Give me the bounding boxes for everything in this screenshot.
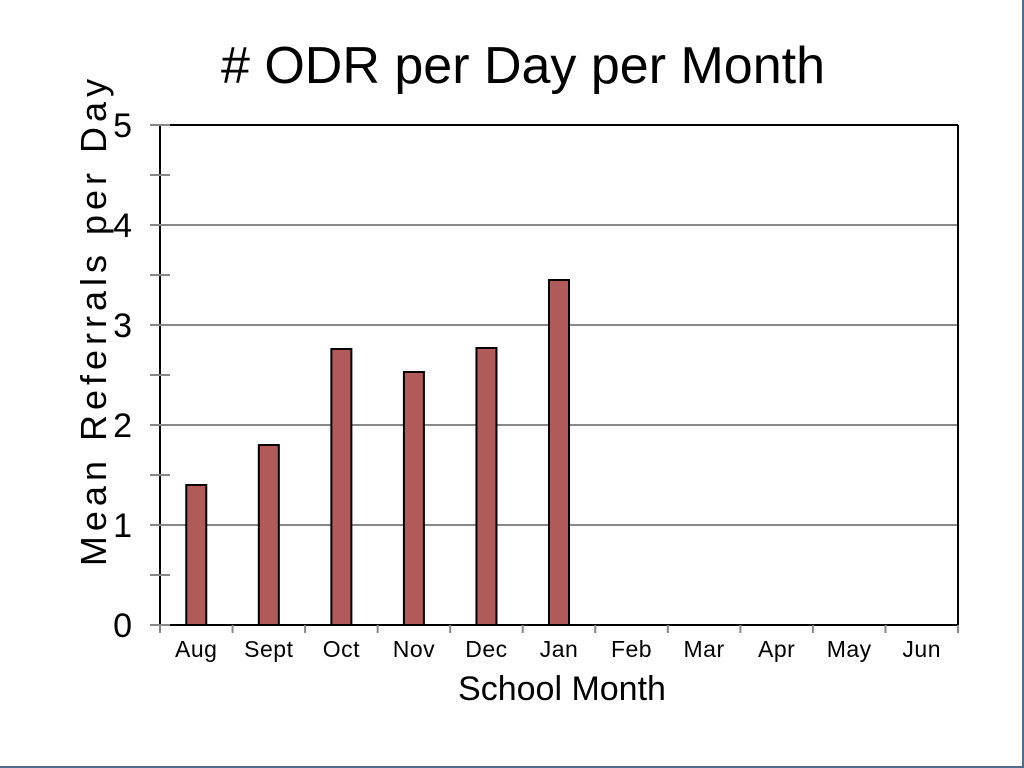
x-axis-label: School Month: [458, 670, 666, 708]
bar-jan: [548, 279, 570, 626]
bar-aug: [185, 484, 208, 626]
y-tick-label: 2: [113, 407, 132, 445]
x-tick-label: Nov: [393, 636, 435, 662]
x-tick-label: Aug: [175, 636, 217, 662]
bar-nov: [402, 371, 425, 626]
bar-dec: [475, 347, 498, 626]
x-tick-label: Jan: [540, 636, 579, 662]
y-tick-label: 5: [113, 107, 132, 145]
y-tick-label: 1: [113, 507, 132, 545]
bar-oct: [330, 348, 353, 626]
x-tick-label: Mar: [684, 636, 725, 662]
x-tick-label: Sept: [244, 636, 293, 662]
x-tick-label: May: [827, 636, 872, 662]
x-tick-label: Oct: [323, 636, 360, 662]
y-tick-label: 3: [113, 307, 132, 345]
x-tick-label: Dec: [465, 636, 507, 662]
x-tick-label: Jun: [902, 636, 941, 662]
y-tick-label: 0: [113, 607, 132, 645]
x-tick-label: Apr: [758, 636, 795, 662]
x-tick-label: Feb: [611, 636, 652, 662]
bar-sept: [257, 444, 280, 626]
chart-title: # ODR per Day per Month: [220, 37, 826, 95]
y-tick-label: 4: [113, 207, 132, 245]
y-axis-label: Mean Referrals per Day: [73, 74, 114, 566]
